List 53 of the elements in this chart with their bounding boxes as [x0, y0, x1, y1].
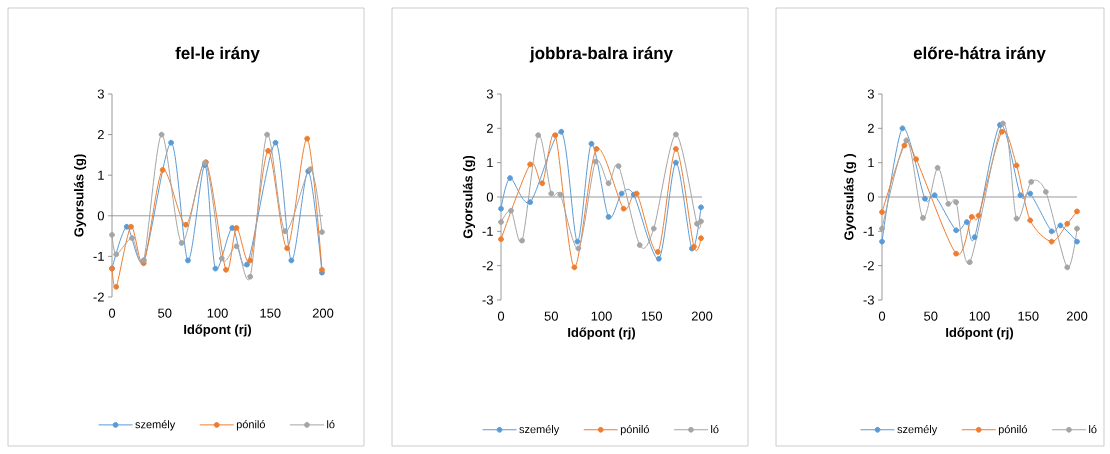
x-tick-label: 0: [497, 311, 505, 321]
x-tick-label: 50: [924, 311, 938, 321]
y-tick-label: 1: [98, 170, 104, 180]
y-tick-label: 1: [487, 158, 493, 168]
y-tick-label: 0: [867, 192, 874, 202]
y-tick-label: -1: [93, 251, 104, 261]
x-tick-label: 0: [108, 308, 116, 318]
y-axis-title: Gyorsulás (g ): [843, 154, 857, 240]
legend-label: póniló: [236, 420, 265, 431]
y-tick-label: 2: [486, 123, 493, 133]
legend-label: póniló: [620, 424, 649, 436]
y-tick-label: 0: [97, 211, 104, 221]
y-tick-label: 2: [97, 130, 104, 140]
y-tick-label: -3: [482, 295, 493, 305]
legend-label: ló: [1089, 424, 1097, 434]
legend-label: ló: [327, 420, 335, 429]
legend-label: személy: [897, 424, 938, 436]
chart-title: fel-le irány: [175, 46, 260, 63]
y-tick-label: 2: [867, 123, 874, 133]
y-tick-label: 3: [486, 89, 493, 99]
y-tick-label: -3: [863, 295, 874, 305]
x-axis-title: Időpont (rj): [946, 327, 1014, 340]
legend-label: ló: [711, 424, 719, 434]
legend-label: személy: [519, 424, 560, 436]
y-tick-label: 1: [868, 158, 874, 168]
y-tick-label: -1: [482, 226, 493, 236]
x-tick-label: 100: [969, 311, 990, 321]
x-tick-label: 0: [878, 311, 886, 321]
y-tick-label: -2: [482, 261, 493, 271]
y-tick-label: 0: [486, 192, 493, 202]
x-tick-label: 150: [1018, 311, 1039, 321]
y-axis-title: Gyorsulás (g): [462, 155, 476, 239]
y-tick-label: -2: [863, 261, 874, 271]
x-tick-label: 50: [544, 311, 558, 321]
x-tick-label: 200: [691, 311, 713, 321]
chart-title: előre-hátra irány: [913, 46, 1046, 63]
x-tick-label: 50: [158, 308, 172, 318]
x-tick-label: 100: [591, 311, 612, 321]
legend-label: póniló: [998, 424, 1027, 436]
chart-title: jobbra-balra irány: [529, 46, 673, 63]
x-axis-title: Időpont (rj): [568, 327, 636, 340]
y-tick-label: -1: [863, 226, 874, 236]
x-tick-label: 200: [1066, 311, 1088, 321]
x-tick-label: 150: [260, 308, 281, 318]
x-tick-label: 200: [312, 308, 334, 318]
x-tick-label: 100: [207, 308, 228, 318]
y-tick-label: 3: [97, 89, 104, 99]
y-axis-title: Gyorsulás (g): [73, 154, 87, 237]
legend-label: személy: [135, 420, 176, 431]
x-tick-label: 150: [641, 311, 663, 321]
x-axis-title: Időpont (rj): [184, 324, 252, 337]
y-tick-label: 3: [867, 89, 874, 99]
y-tick-label: -2: [93, 292, 104, 302]
